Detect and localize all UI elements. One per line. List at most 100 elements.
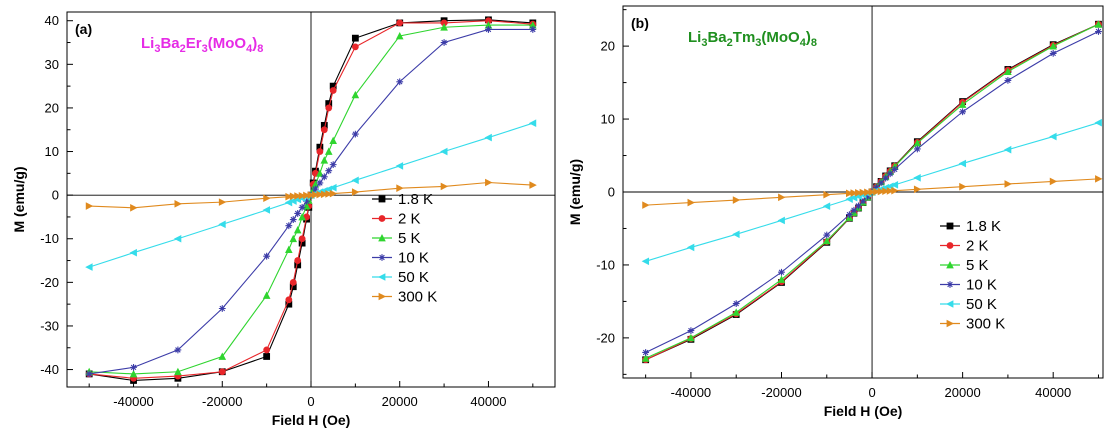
data-point — [298, 239, 306, 247]
formula-element: ) — [252, 35, 257, 52]
formula-subscript: 2 — [727, 37, 733, 49]
data-point — [846, 211, 853, 219]
formula-subscript: 4 — [800, 37, 807, 49]
data-point — [263, 346, 271, 354]
formula-element: Li — [141, 35, 154, 52]
data-point — [822, 236, 831, 245]
data-point — [351, 130, 359, 138]
data-point — [329, 161, 337, 169]
y-tick-label: 0 — [52, 188, 59, 203]
x-tick-label: 20000 — [945, 385, 981, 400]
data-point — [855, 202, 862, 210]
formula-element: (MoO — [761, 29, 800, 46]
data-point — [440, 39, 448, 46]
x-tick-label: 40000 — [1035, 385, 1071, 400]
legend: 1.8 K 2 K 5 K 10 K 50 K 300 K — [940, 218, 1005, 333]
data-point — [877, 179, 885, 187]
data-point — [778, 193, 786, 202]
data-point — [324, 147, 333, 155]
y-tick-label: 0 — [608, 185, 615, 200]
y-tick-label: 10 — [45, 144, 59, 159]
data-point — [329, 136, 337, 145]
formula-element: Tm — [733, 29, 756, 46]
data-point — [285, 245, 293, 254]
data-point — [873, 184, 880, 191]
y-tick-label: 20 — [601, 39, 615, 54]
data-point — [440, 182, 449, 191]
data-point — [325, 167, 333, 175]
data-point — [218, 352, 227, 360]
legend-marker — [378, 254, 386, 261]
data-point — [1049, 177, 1058, 186]
legend-label: 2 K — [398, 211, 421, 228]
data-point — [882, 174, 890, 182]
data-point — [864, 193, 871, 200]
formula-element: Ba — [160, 35, 180, 52]
y-tick-label: -10 — [596, 257, 615, 272]
compound-formula: Li3Ba2Tm3(MoO4)8 — [688, 29, 817, 49]
data-point — [396, 78, 404, 86]
x-tick-label: -20000 — [761, 385, 801, 400]
data-point — [174, 367, 182, 376]
data-point — [298, 203, 306, 211]
data-point — [868, 188, 877, 196]
data-point — [285, 192, 293, 201]
data-point — [262, 206, 271, 214]
data-point — [642, 349, 650, 356]
y-axis-label: M (emu/g) — [11, 166, 27, 232]
data-point — [85, 370, 93, 378]
y-tick-label: 10 — [601, 112, 615, 127]
data-point — [285, 300, 293, 308]
legend-label: 50 K — [398, 269, 429, 286]
data-point — [959, 182, 967, 191]
data-point — [218, 198, 227, 206]
panel-b: -40000 -20000 0 20000 40000 -20 -10 0 10 20 Field … — [567, 5, 1104, 419]
data-point — [850, 206, 858, 214]
data-point — [641, 257, 650, 266]
data-point — [484, 133, 492, 142]
x-tick-label: 0 — [868, 385, 875, 400]
y-tick-label: 20 — [45, 100, 59, 115]
data-point — [174, 346, 182, 354]
y-tick-label: 40 — [45, 13, 59, 28]
legend-marker — [946, 261, 954, 269]
legend-label: 50 K — [966, 296, 997, 313]
data-point — [320, 156, 329, 164]
x-tick-label: 40000 — [470, 394, 506, 409]
formula-subscript: 3 — [154, 43, 160, 55]
data-point — [913, 139, 922, 147]
formula-subscript: 8 — [811, 37, 817, 49]
data-point — [529, 21, 537, 29]
data-point — [1003, 145, 1012, 154]
data-point — [289, 192, 298, 201]
legend-marker — [946, 242, 954, 249]
data-point — [294, 257, 302, 264]
data-point — [528, 119, 537, 127]
data-point — [130, 363, 137, 371]
data-point — [687, 198, 695, 207]
legend-marker — [378, 292, 386, 301]
x-tick-label: 0 — [307, 394, 314, 409]
data-point — [732, 196, 741, 204]
data-point — [485, 26, 492, 33]
data-point — [1049, 50, 1057, 57]
formula-subscript: 4 — [246, 43, 253, 55]
y-tick-label: -20 — [596, 330, 615, 345]
data-point — [850, 189, 858, 197]
data-point — [298, 191, 307, 200]
x-tick-label: -40000 — [671, 385, 711, 400]
legend-label: 2 K — [966, 238, 989, 255]
data-point — [778, 268, 785, 276]
data-point — [320, 121, 328, 129]
data-point — [294, 210, 302, 217]
formula-element: ) — [806, 29, 811, 46]
legend-marker — [378, 273, 386, 281]
data-point — [294, 192, 302, 200]
data-point — [859, 197, 867, 205]
data-point — [529, 181, 537, 189]
data-point — [85, 202, 94, 210]
data-point — [312, 191, 320, 199]
data-point — [890, 181, 899, 189]
data-point — [958, 159, 967, 168]
y-tick-label: 30 — [45, 57, 59, 72]
